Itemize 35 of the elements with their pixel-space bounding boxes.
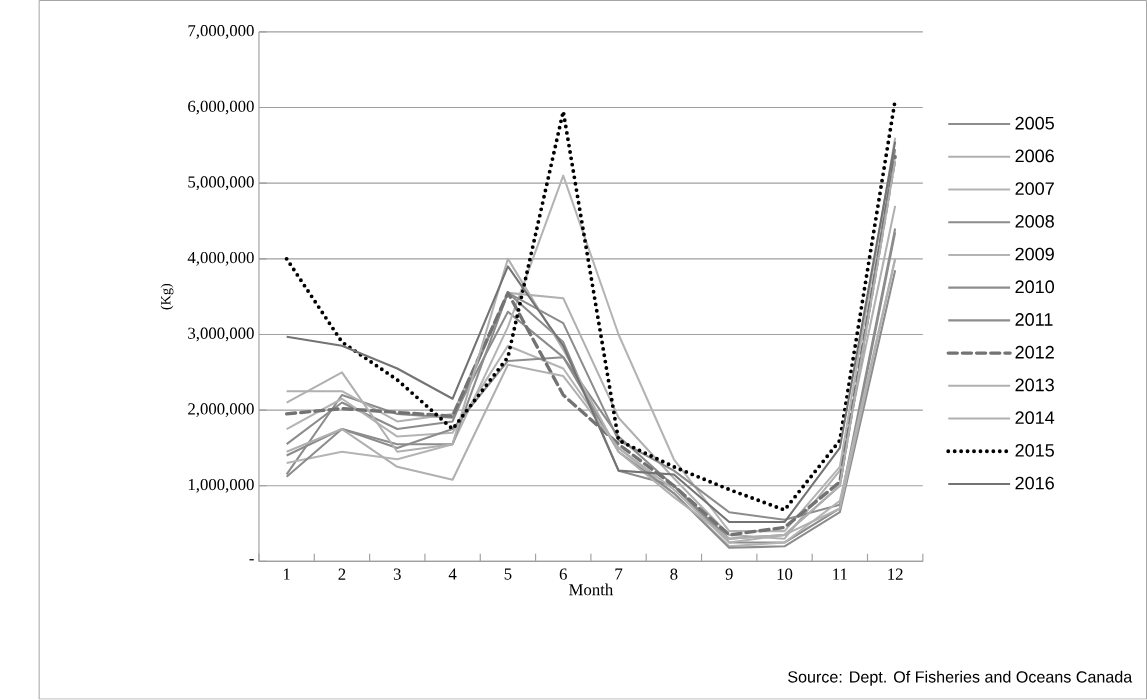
x-tick-label: 11: [833, 568, 847, 580]
y-tick-label: 4,000,000: [187, 252, 254, 266]
y-tick-label: 2,000,000: [188, 403, 254, 418]
x-tick-label: 8: [670, 568, 678, 581]
x-tick-label: 2: [338, 568, 346, 580]
x-tick-label: 5: [504, 568, 512, 580]
x-tick-label: 9: [725, 568, 733, 580]
x-tick-label: 10: [777, 568, 793, 581]
y-tick-label: 5,000,000: [188, 176, 254, 191]
legend-label: 2007: [1015, 182, 1054, 196]
source-note: Source: Dept. Of Fisheries and Oceans Canada: [788, 670, 1133, 686]
x-tick-label: 12: [888, 568, 903, 580]
legend-label: 2011: [1015, 313, 1053, 327]
x-tick-label: 3: [393, 568, 401, 580]
x-tick-label: 6: [559, 568, 567, 580]
legend-label: 2013: [1015, 378, 1054, 392]
x-axis-title: Month: [569, 583, 614, 596]
x-tick-label: 7: [615, 568, 623, 580]
x-tick-label: 4: [448, 568, 457, 580]
legend-label: 2008: [1015, 215, 1054, 228]
y-tick-label: 7,000,000: [188, 25, 254, 39]
legend-label: 2016: [1015, 476, 1054, 490]
legend-label: 2015: [1015, 444, 1054, 457]
legend-label: 2012: [1015, 346, 1054, 359]
y-axis-title: (Kg): [160, 284, 174, 310]
y-tick-label: 1,000,000: [188, 479, 254, 493]
y-tick-label: 3,000,000: [188, 327, 254, 342]
y-tick-label: 6,000,000: [188, 100, 254, 115]
legend-label: 2005: [1015, 116, 1054, 130]
legend-label: 2006: [1015, 149, 1054, 163]
legend-label: 2014: [1015, 411, 1055, 425]
x-tick-label: 1: [283, 568, 290, 580]
y-tick-label: -: [249, 559, 254, 561]
legend-label: 2009: [1015, 247, 1054, 261]
legend-label: 2010: [1015, 280, 1055, 294]
